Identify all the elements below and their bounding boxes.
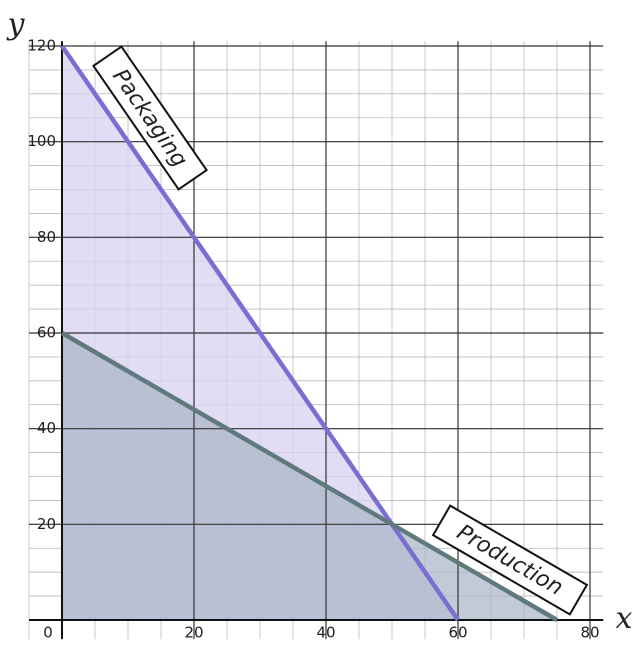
x-axis-label: x	[616, 601, 633, 636]
x-tick-label: 40	[316, 624, 335, 642]
label-box	[92, 45, 208, 191]
y-tick-label: 80	[37, 228, 56, 246]
y-tick-label: 100	[27, 132, 56, 150]
constraint-line	[60, 331, 559, 622]
x-tick-label: 20	[184, 624, 203, 642]
y-tick-label: 60	[37, 324, 56, 342]
x-tick-label: 60	[448, 624, 467, 642]
y-axis-label: y	[6, 7, 26, 42]
y-tick-label: 120	[27, 37, 56, 55]
y-tick-label: 20	[37, 515, 56, 533]
label-box	[431, 504, 589, 616]
x-tick-label: 80	[580, 624, 599, 642]
origin-label: 0	[43, 624, 53, 642]
y-tick-label: 40	[37, 419, 56, 437]
